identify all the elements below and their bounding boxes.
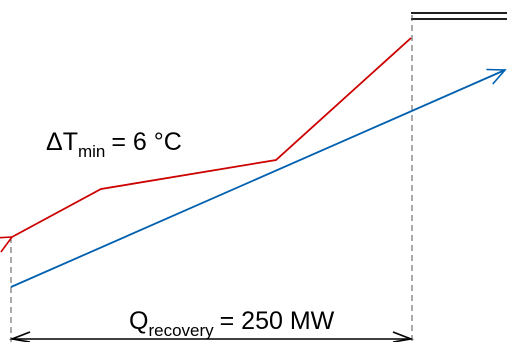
q-recovery-subscript: recovery: [148, 321, 214, 340]
utility-double-line: [411, 12, 507, 20]
q-recovery-label: Qrecovery = 250 MW: [129, 307, 335, 340]
cold-composite-line: [10, 70, 505, 288]
hot-composite-line: [12, 37, 412, 237]
q-recovery-value: = 250 MW: [220, 307, 335, 335]
q-recovery-dimension-arrow: [8, 331, 415, 342]
delta-t-subscript: min: [78, 142, 105, 161]
delta-t-symbol: ΔT: [46, 128, 78, 156]
q-recovery-symbol: Q: [129, 307, 148, 335]
delta-t-value: = 6 °C: [111, 128, 181, 156]
delta-t-min-label: ΔTmin = 6 °C: [46, 128, 182, 161]
